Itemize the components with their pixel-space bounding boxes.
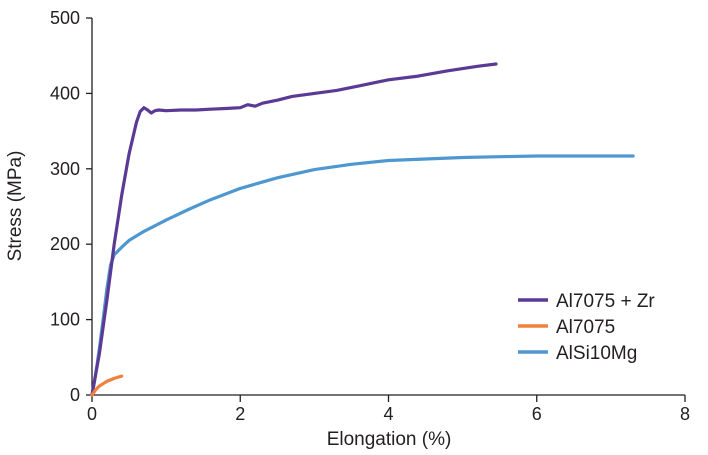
axes: 0 2 4 6 8 0 100 200 300 400 500 [50,8,690,424]
x-tick-label: 6 [532,404,542,424]
y-axis-title: Stress (MPa) [5,151,26,262]
legend: Al7075 + Zr Al7075 AlSi10Mg [518,291,655,364]
y-tick-label: 500 [50,8,80,28]
legend-label-alsi10mg: AlSi10Mg [556,343,637,364]
y-tick-label: 400 [50,83,80,103]
legend-label-al7075-zr: Al7075 + Zr [556,291,655,312]
y-tick-label: 0 [70,385,80,405]
legend-label-al7075: Al7075 [556,317,615,338]
series-layer [90,62,635,397]
x-tick-label: 8 [680,404,690,424]
y-tick-label: 100 [50,310,80,330]
series-line-alsi10mg [90,154,635,397]
y-tick-label: 300 [50,159,80,179]
x-tick-label: 4 [383,404,393,424]
x-axis-title: Elongation (%) [327,429,452,450]
x-tick-label: 2 [235,404,245,424]
series-line-al7075-zr [90,62,498,397]
y-tick-label: 200 [50,234,80,254]
x-tick-label: 0 [87,404,97,424]
series-line-al7075 [90,374,124,397]
